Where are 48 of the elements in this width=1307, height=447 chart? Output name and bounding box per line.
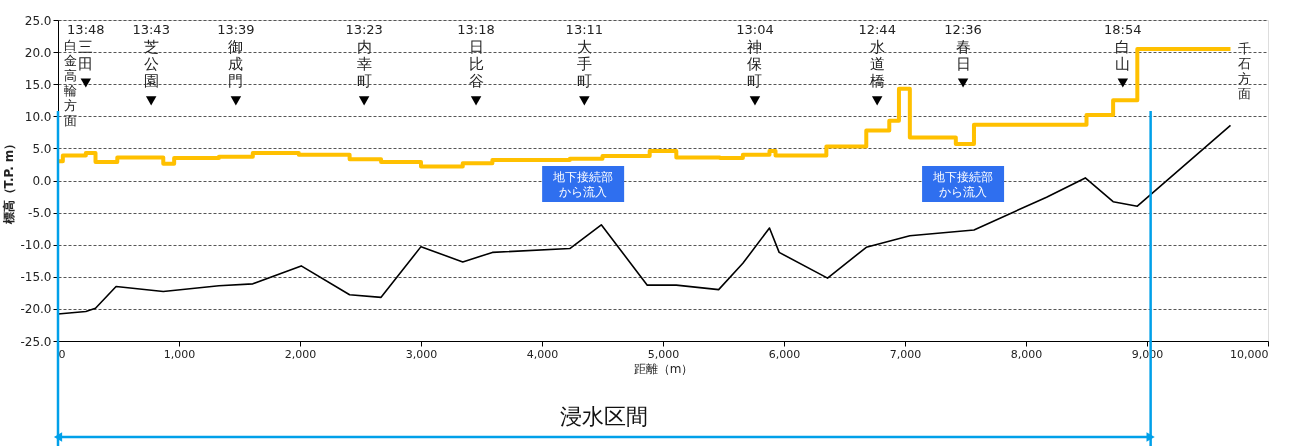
text: 浸水区間 — [560, 404, 649, 429]
x-axis-title: 距離（m） — [633, 361, 694, 376]
y-tick-label: -20.0 — [20, 302, 52, 317]
annotation: 内幸町 — [356, 38, 372, 90]
x-tick-label: 3,000 — [405, 347, 438, 361]
annotation: 三田 — [78, 38, 94, 73]
annotation: 13:48 — [67, 22, 105, 37]
annotation: 13:11 — [565, 22, 604, 37]
y-tick-label: 20.0 — [24, 45, 52, 60]
y-tick-label: 15.0 — [24, 77, 52, 92]
x-tick-label: 0 — [58, 347, 66, 361]
annotation: 春日 — [955, 38, 971, 73]
x-tick-label: 1,000 — [163, 347, 196, 361]
annotation: 千石方面 — [1238, 41, 1251, 101]
annotation: 日比谷 — [468, 38, 484, 90]
y-axis-title: 標高（T.P. m） — [2, 137, 17, 226]
annotation: 白金高輪方面 — [64, 38, 77, 128]
annotation: 13:04 — [736, 22, 774, 37]
annotation: 白山 — [1115, 38, 1131, 73]
annotation: 御成門 — [228, 38, 244, 90]
y-tick-label: 25.0 — [24, 13, 52, 28]
y-tick-label: -10.0 — [20, 238, 52, 253]
annotation: 13:39 — [217, 22, 255, 37]
annotation: 12:44 — [858, 22, 896, 37]
annotation: 大手町 — [576, 38, 592, 90]
x-tick-label: 6,000 — [768, 347, 801, 361]
x-tick-label: 4,000 — [526, 347, 559, 361]
x-tick-label: 5,000 — [647, 347, 680, 361]
x-tick-label: 8,000 — [1010, 347, 1043, 361]
y-tick-label: -15.0 — [20, 270, 52, 285]
annotation: 地下接続部から流入 — [552, 170, 614, 199]
y-tick-label: 0.0 — [32, 174, 52, 188]
y-tick-label: 10.0 — [24, 109, 52, 124]
annotation: 芝公園 — [143, 38, 159, 90]
annotation: 神保町 — [747, 38, 763, 90]
y-tick-label: -25.0 — [20, 334, 52, 349]
annotation: 水道橋 — [869, 38, 885, 90]
y-tick-label: -5.0 — [28, 206, 52, 221]
annotation: 地下接続部から流入 — [932, 170, 994, 199]
x-tick-label: 7,000 — [889, 347, 922, 361]
x-tick-label: 10,000 — [1230, 347, 1269, 361]
annotation: 13:23 — [345, 22, 383, 37]
annotation: 12:36 — [944, 22, 982, 37]
annotation: 18:54 — [1104, 22, 1142, 37]
annotation: 13:43 — [132, 22, 170, 37]
y-tick-label: 5.0 — [32, 141, 52, 156]
annotation: 13:18 — [457, 22, 495, 37]
x-tick-label: 2,000 — [284, 347, 317, 361]
